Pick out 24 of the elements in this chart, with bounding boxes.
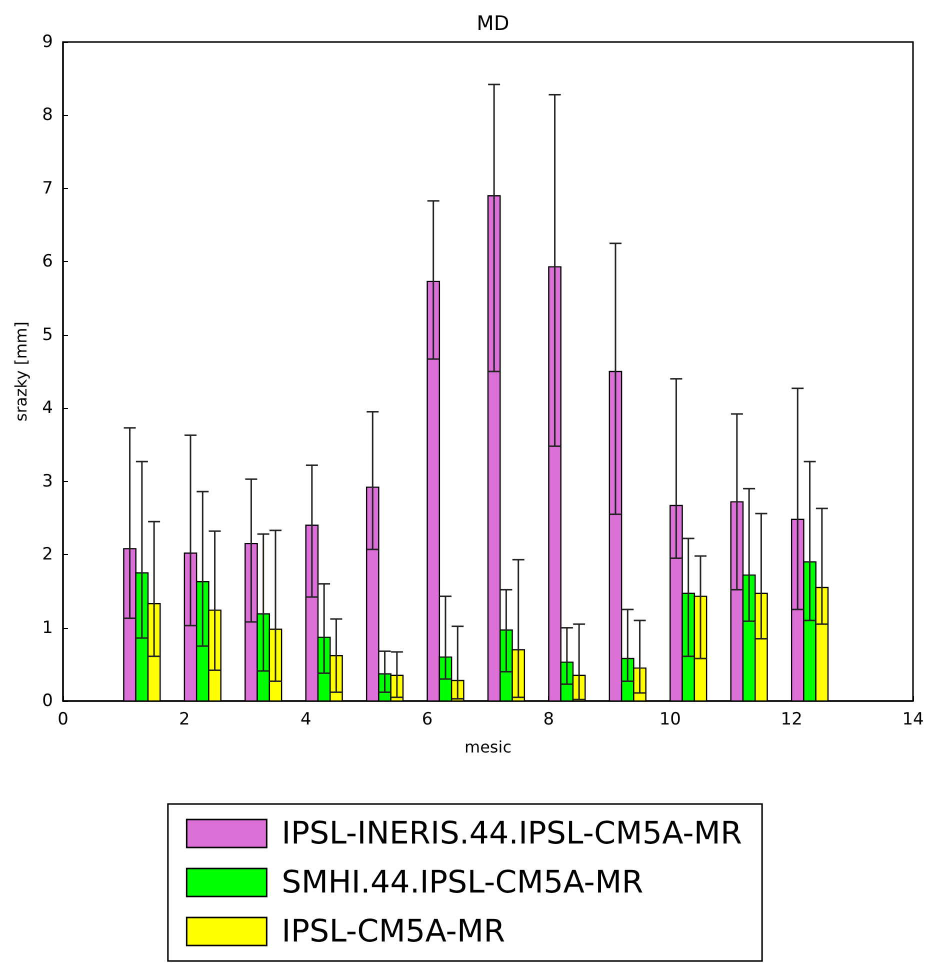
chart-title: MD (476, 11, 510, 35)
x-axis-title: mesic (464, 738, 512, 756)
x-tick-label: 14 (902, 710, 924, 730)
x-tick-label: 4 (300, 710, 312, 730)
legend-label: SMHI.44.IPSL-CM5A-MR (282, 864, 644, 900)
x-tick-label: 2 (179, 710, 190, 730)
y-tick-label: 1 (42, 618, 53, 638)
legend-label: IPSL-INERIS.44.IPSL-CM5A-MR (282, 816, 742, 852)
y-axis-title: srazky [mm] (12, 321, 30, 422)
x-tick-label: 10 (659, 710, 681, 730)
y-tick-label: 9 (42, 32, 53, 52)
y-tick-label: 4 (42, 398, 53, 418)
x-tick-label: 6 (422, 710, 433, 730)
y-tick-label: 0 (42, 691, 53, 711)
y-tick-label: 6 (42, 252, 53, 272)
y-tick-label: 5 (42, 324, 53, 345)
y-tick-label: 3 (42, 471, 53, 492)
x-tick-label: 8 (543, 710, 554, 730)
x-tick-label: 0 (58, 710, 68, 730)
x-tick-label: 12 (780, 710, 802, 730)
y-tick-label: 8 (42, 105, 53, 126)
y-tick-label: 7 (42, 178, 53, 198)
y-tick-label: 2 (42, 544, 53, 565)
legend-label: IPSL-CM5A-MR (282, 914, 506, 950)
